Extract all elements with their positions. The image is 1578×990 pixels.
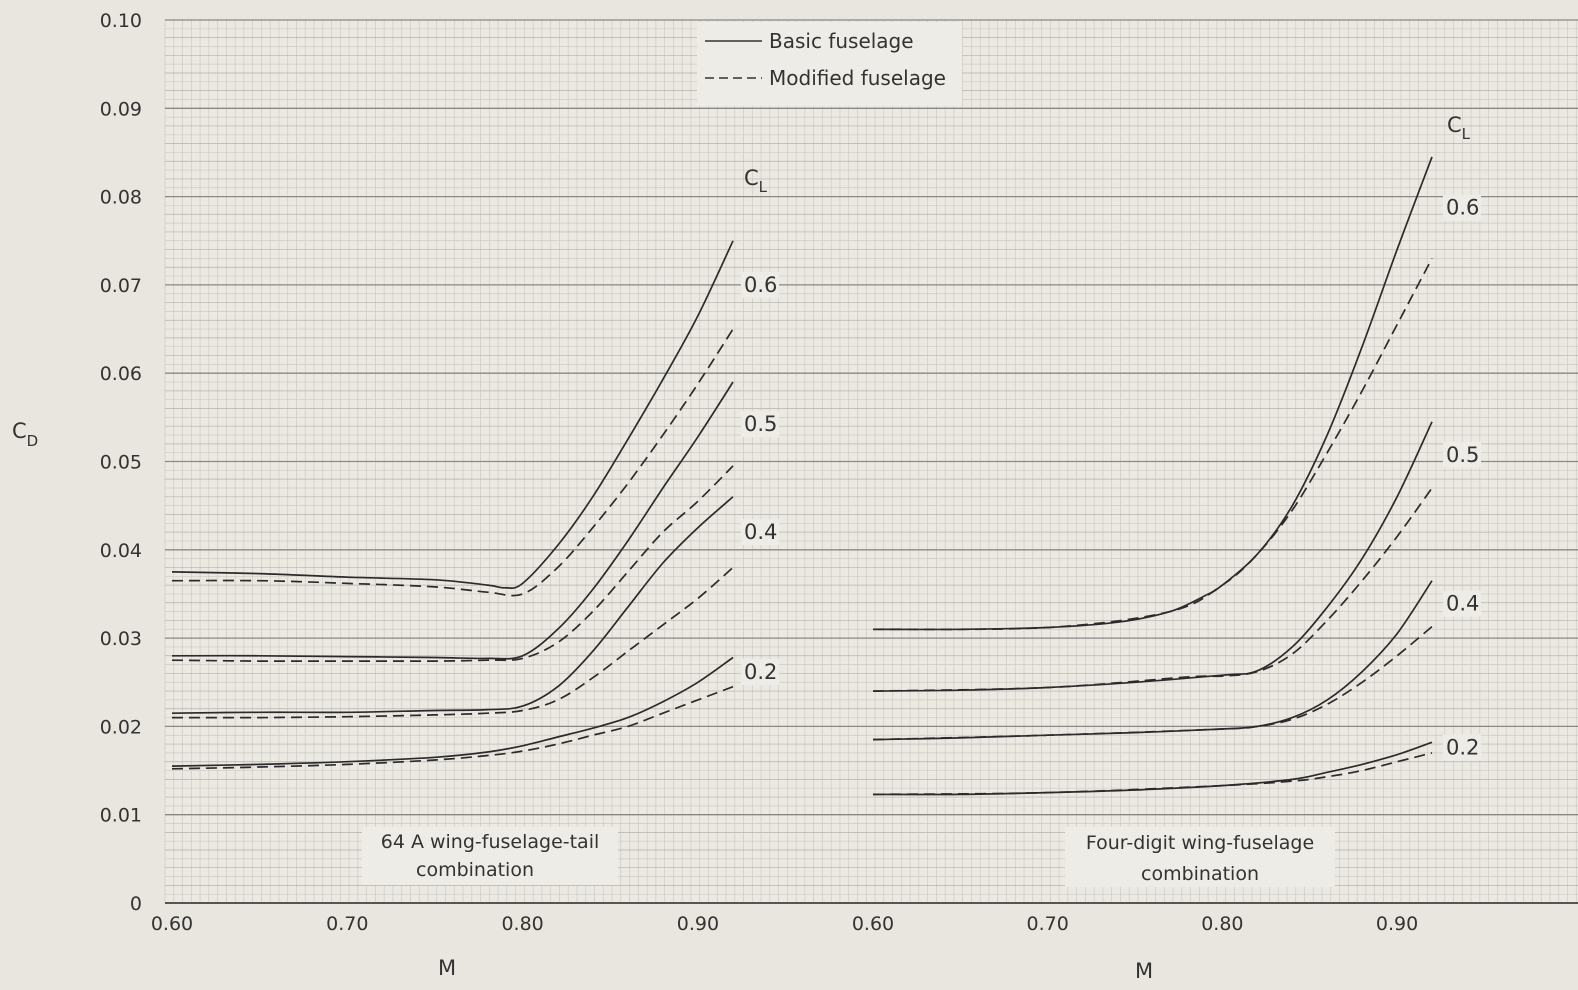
series-line-cl-02-dashed [171,685,734,770]
y-tick-label: 0.04 [100,540,142,562]
caption-box-left [362,827,618,885]
caption-left-line2: combination [416,859,534,881]
cl-label-bg [741,519,779,546]
y-tick-label: 0.09 [100,98,142,120]
x-tick-label: 0.60 [151,913,193,935]
y-tick-label: 0.03 [100,628,142,650]
y-tick-label: 0.10 [100,10,142,32]
x-tick-label: 0.70 [326,913,368,935]
series-line-cl-04-dashed [872,625,1433,741]
y-axis: CD 0 0.01 0.02 0.03 0.04 0.05 0.06 0.07 0.08 0.09… [12,10,142,915]
x-tick-label: 0.90 [1376,913,1418,935]
cl-label-bg [1443,441,1481,468]
caption-box-right [1065,827,1335,887]
cl-labels: CL CL 0.6 0.5 0.4 0.2 0.6 0.5 0.4 0.2 [741,113,1481,761]
series-line-cl-04-solid [171,496,734,715]
cl-label-04: 0.4 [1446,592,1479,616]
series-line-cl-02-solid [171,656,734,767]
x-tick-label: 0.60 [852,913,894,935]
series-line-cl-04-solid [872,580,1433,741]
legend-box [697,22,962,106]
y-tick-label: 0.07 [100,275,142,297]
series-line-cl-06-solid [171,240,734,589]
cl-label-bg [1443,734,1481,761]
cl-label-bg [741,271,779,298]
panel-captions: 64 A wing-fuselage-tail combination Four… [362,827,1335,887]
x-tick-label: 0.80 [501,913,543,935]
cl-label-02: 0.2 [1446,736,1479,760]
grid [164,19,1578,904]
x-axis-title-right: M [1135,959,1153,983]
cl-label-05: 0.5 [744,412,777,436]
y-tick-label: 0.02 [100,716,142,738]
series-right-panel [872,156,1433,796]
cl-header-right: CL [1447,113,1471,143]
series-line-cl-06-dashed [171,328,734,597]
cl-label-bg [1443,590,1481,617]
series-line-cl-06-dashed [872,258,1433,631]
legend: Basic fuselage Modified fuselage [697,22,962,106]
y-tick-label: 0 [130,893,142,915]
series-line-cl-02-solid [872,741,1433,796]
series-left-panel [171,240,734,770]
series-line-cl-05-dashed [872,487,1433,692]
cl-label-bg [741,410,779,437]
cl-label-bg [1443,194,1481,221]
x-axis-right: M 0.60 0.70 0.80 0.90 [852,913,1418,983]
cl-label-06: 0.6 [1446,196,1479,220]
series-line-cl-05-solid [171,381,734,660]
cl-header-left: CL [744,166,768,196]
caption-right-line2: combination [1141,863,1259,885]
legend-basic-fuselage: Basic fuselage [769,29,914,53]
y-tick-label: 0.05 [100,452,142,474]
legend-modified-fuselage: Modified fuselage [769,66,946,90]
y-tick-label: 0.01 [100,805,142,827]
x-tick-label: 0.80 [1201,913,1243,935]
x-tick-label: 0.70 [1027,913,1069,935]
series-line-cl-02-dashed [872,752,1433,796]
series-line-cl-05-dashed [171,465,734,662]
cl-label-05: 0.5 [1446,443,1479,467]
y-axis-title: CD [12,419,38,450]
cl-label-bg [741,659,779,686]
cl-label-04: 0.4 [744,520,777,544]
caption-left-line1: 64 A wing-fuselage-tail [381,831,600,853]
y-tick-label: 0.08 [100,187,142,209]
series-line-cl-04-dashed [171,566,734,719]
cl-label-02: 0.2 [744,660,777,684]
cl-label-06: 0.6 [744,273,777,297]
caption-right-line1: Four-digit wing-fuselage [1086,832,1314,854]
x-tick-label: 0.90 [677,913,719,935]
y-tick-label: 0.06 [100,363,142,385]
x-axis-title-left: M [438,956,456,980]
x-axis-left: M 0.60 0.70 0.80 0.90 [151,913,719,980]
